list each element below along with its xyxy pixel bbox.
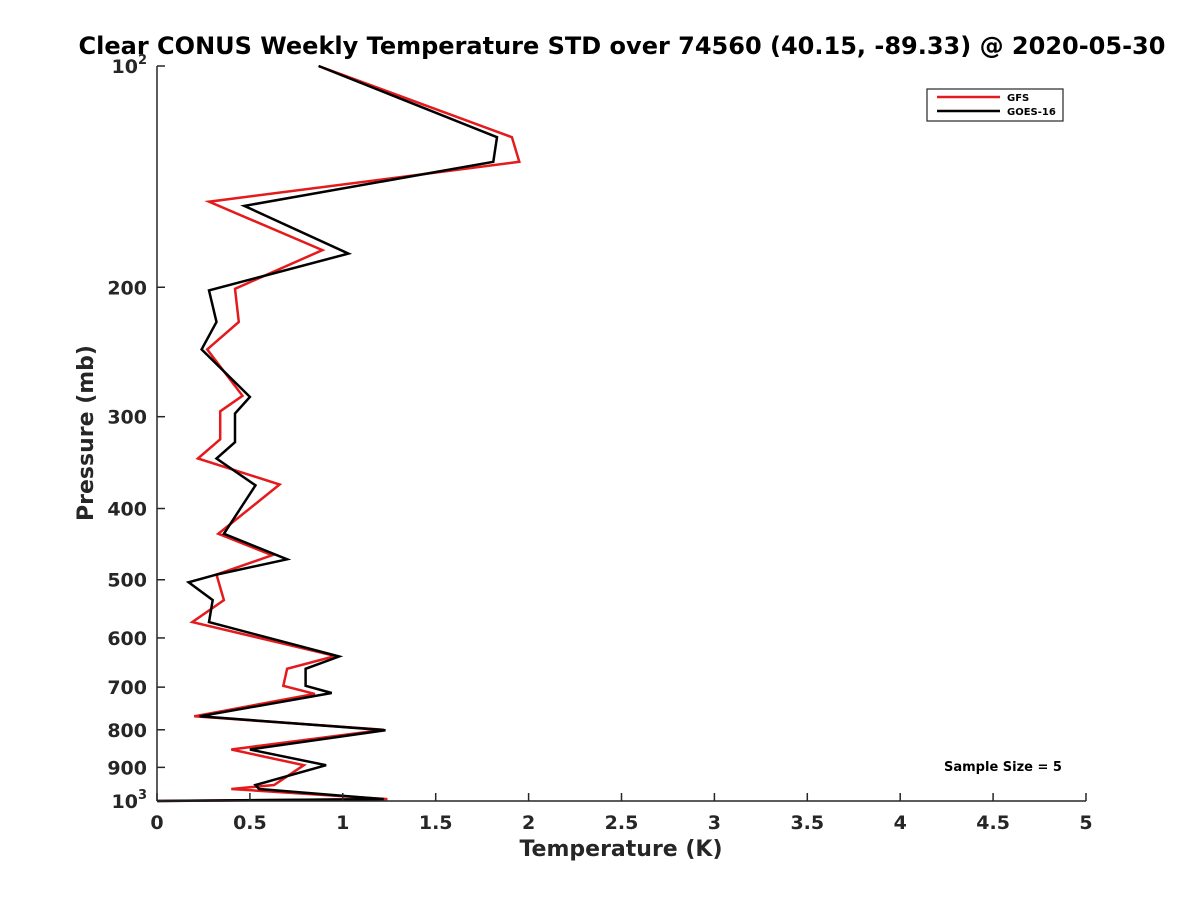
series-group (156, 64, 521, 803)
x-tick-label: 4.5 (976, 812, 1010, 834)
x-tick-label: 2.5 (605, 812, 639, 834)
x-tick-label: 3.5 (790, 812, 824, 834)
y-tick-label: 900 (107, 757, 147, 779)
x-tick-label: 0 (150, 812, 163, 834)
chart-title: Clear CONUS Weekly Temperature STD over … (79, 32, 1166, 60)
plot-area: 0 0.5 1 1.5 2 2.5 3 3.5 4 4.5 5 102 200 300 400 500 600… (107, 53, 1092, 834)
y-tick-label: 300 (107, 407, 147, 429)
y-tick-label: 103 (112, 788, 148, 813)
x-tick-label: 1 (336, 812, 349, 834)
x-ticks: 0 0.5 1 1.5 2 2.5 3 3.5 4 4.5 5 (150, 793, 1093, 834)
y-tick-label: 700 (107, 677, 147, 699)
y-tick-label: 102 (112, 53, 148, 78)
y-axis-label: Pressure (mb) (74, 345, 99, 521)
legend: GFS GOES-16 (926, 88, 1064, 122)
y-tick-label: 200 (107, 277, 147, 299)
x-tick-label: 2 (522, 812, 535, 834)
y-ticks: 102 200 300 400 500 600 700 800 900 103 (107, 53, 165, 813)
x-tick-label: 4 (894, 812, 907, 834)
x-tick-label: 0.5 (233, 812, 267, 834)
legend-label-gfs: GFS (1007, 93, 1029, 104)
y-tick-label: 600 (107, 628, 147, 650)
x-axis-label: Temperature (K) (519, 837, 722, 862)
x-tick-label: 1.5 (419, 812, 453, 834)
sample-size-annotation: Sample Size = 5 (944, 760, 1062, 775)
y-tick-label: 800 (107, 720, 147, 742)
y-tick-label: 400 (107, 499, 147, 521)
legend-box (926, 88, 1064, 122)
y-tick-label: 500 (107, 570, 147, 592)
series-line-gfs (156, 64, 521, 803)
x-tick-label: 3 (708, 812, 721, 834)
legend-label-goes16: GOES-16 (1007, 107, 1056, 118)
x-tick-label: 5 (1079, 812, 1092, 834)
series-line-goes16 (156, 64, 499, 803)
